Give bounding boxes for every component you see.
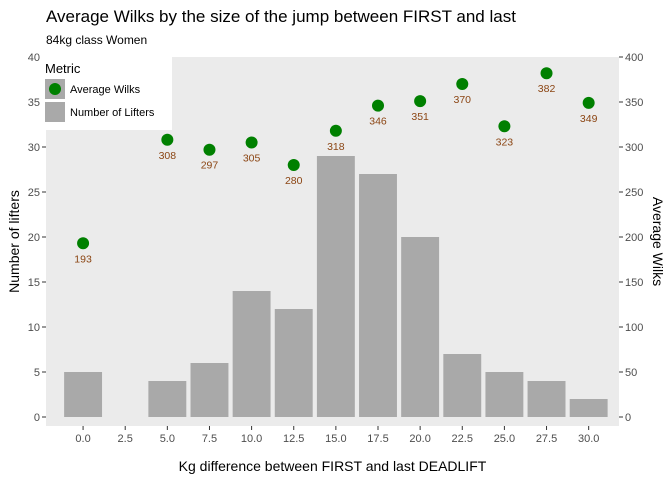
x-axis: 0.0 2.5 5.0 7.5 10.0 12.5 15.0 17.5 20.0 22.5 25.0… xyxy=(75,426,599,445)
data-label: 351 xyxy=(411,111,429,123)
y-tick-label: 30 xyxy=(28,142,40,154)
x-tick-label: 0.0 xyxy=(75,433,90,445)
y-tick-label: 0 xyxy=(625,412,631,424)
bar xyxy=(148,381,187,417)
data-point xyxy=(329,124,342,137)
data-point xyxy=(245,136,258,149)
data-point xyxy=(287,159,300,171)
data-label: 318 xyxy=(327,141,345,153)
y-tick-label: 40 xyxy=(28,52,40,64)
x-tick-label: 17.5 xyxy=(367,433,388,445)
y-tick-label: 250 xyxy=(625,187,643,199)
y-tick-label: 20 xyxy=(28,232,40,244)
y-tick-label: 200 xyxy=(625,232,643,244)
legend: Metric Average Wilks Number of Lifters xyxy=(40,52,172,130)
y-axis-right: 0 50 100 150 200 250 300 350 400 xyxy=(619,52,643,424)
point-labels: 193 308 297 305 280 318 346 351 370 323 382 349 xyxy=(74,83,597,265)
y-axis-right-title: Average Wilks xyxy=(650,197,666,286)
data-label: 308 xyxy=(159,150,177,162)
x-tick-label: 5.0 xyxy=(160,433,175,445)
bar-series xyxy=(64,156,608,417)
data-label: 193 xyxy=(74,253,92,265)
x-tick-label: 2.5 xyxy=(118,433,133,445)
data-point xyxy=(540,67,553,80)
y-axis-left-title: Number of lifters xyxy=(6,190,22,293)
chart-subtitle: 84kg class Women xyxy=(46,33,147,47)
bar xyxy=(316,156,355,417)
x-tick-label: 22.5 xyxy=(452,433,473,445)
x-tick-label: 27.5 xyxy=(536,433,557,445)
bar xyxy=(527,381,566,417)
bar xyxy=(190,363,229,417)
y-axis-left: 0 5 10 15 20 25 30 35 40 xyxy=(28,52,46,424)
x-tick-label: 25.0 xyxy=(494,433,515,445)
data-label: 346 xyxy=(369,116,387,128)
x-tick-label: 30.0 xyxy=(578,433,599,445)
data-label: 305 xyxy=(243,153,261,165)
data-label: 280 xyxy=(285,175,303,187)
bar xyxy=(569,399,608,417)
y-tick-label: 25 xyxy=(28,187,40,199)
x-tick-label: 20.0 xyxy=(409,433,430,445)
x-tick-label: 12.5 xyxy=(283,433,304,445)
y-tick-label: 0 xyxy=(34,412,40,424)
y-tick-label: 35 xyxy=(28,97,40,109)
y-tick-label: 5 xyxy=(34,367,40,379)
bar xyxy=(401,237,440,417)
data-point xyxy=(161,133,174,146)
data-point xyxy=(582,96,595,109)
x-tick-label: 10.0 xyxy=(241,433,262,445)
y-tick-label: 150 xyxy=(625,277,643,289)
data-point xyxy=(77,237,90,250)
data-label: 370 xyxy=(454,94,472,106)
data-point xyxy=(203,143,216,156)
legend-point-icon xyxy=(49,83,61,95)
bar xyxy=(274,309,313,417)
bar xyxy=(443,354,482,417)
y-tick-label: 300 xyxy=(625,142,643,154)
data-point xyxy=(414,95,427,108)
legend-label-number-of-lifters: Number of Lifters xyxy=(70,107,155,119)
chart-title: Average Wilks by the size of the jump be… xyxy=(46,7,516,26)
data-label: 349 xyxy=(580,113,598,125)
legend-label-average-wilks: Average Wilks xyxy=(70,84,141,96)
y-tick-label: 400 xyxy=(625,52,643,64)
y-tick-label: 50 xyxy=(625,367,637,379)
data-point xyxy=(498,120,511,133)
data-label: 382 xyxy=(538,83,556,95)
data-label: 323 xyxy=(496,136,514,148)
data-point xyxy=(372,99,385,112)
x-axis-title: Kg difference between FIRST and last DEA… xyxy=(179,458,487,474)
bar xyxy=(485,372,524,417)
x-tick-label: 7.5 xyxy=(202,433,217,445)
y-tick-label: 10 xyxy=(28,322,40,334)
bar xyxy=(359,174,397,417)
bar xyxy=(232,291,271,417)
point-series xyxy=(77,67,595,250)
legend-title: Metric xyxy=(45,61,81,76)
y-tick-label: 15 xyxy=(28,277,40,289)
x-tick-label: 15.0 xyxy=(325,433,346,445)
data-label: 297 xyxy=(201,160,219,172)
bar xyxy=(64,372,103,417)
legend-key-number-of-lifters xyxy=(45,102,65,122)
y-tick-label: 350 xyxy=(625,97,643,109)
data-point xyxy=(456,78,469,90)
y-tick-label: 100 xyxy=(625,322,643,334)
